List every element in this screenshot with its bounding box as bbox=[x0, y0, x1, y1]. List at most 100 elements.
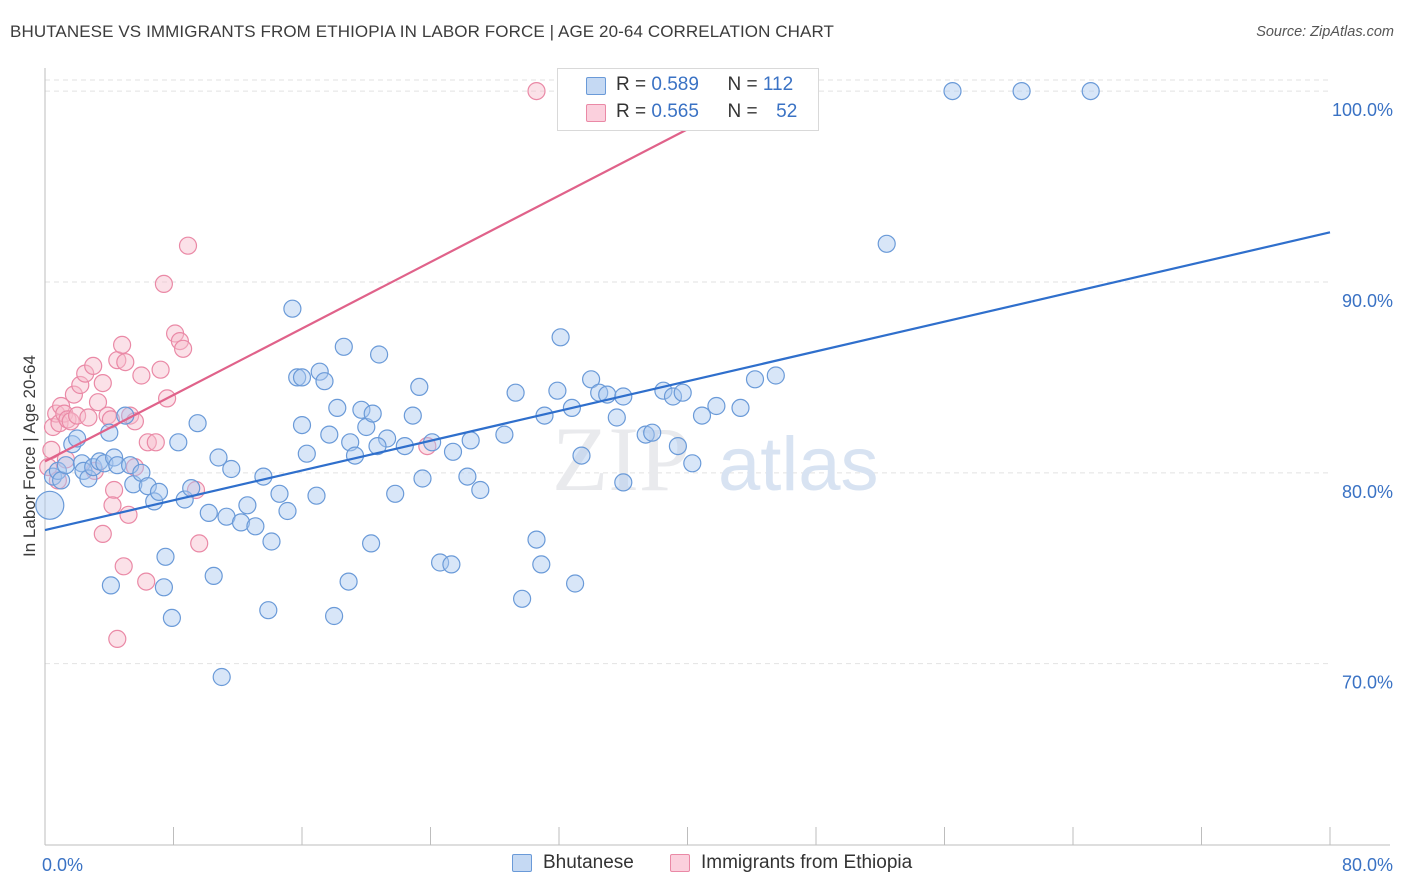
ethiopia-point bbox=[71, 375, 90, 395]
bhutanese-point bbox=[683, 454, 702, 473]
bhutanese-point bbox=[877, 234, 896, 253]
bhutanese-point bbox=[199, 503, 218, 523]
bhutanese-point bbox=[204, 566, 223, 586]
bhutanese-point bbox=[169, 433, 188, 452]
source-credit: Source: ZipAtlas.com bbox=[1256, 24, 1394, 40]
bhutanese-point bbox=[581, 370, 601, 389]
ethiopia-point bbox=[174, 339, 193, 358]
bhutanese-point bbox=[288, 368, 307, 387]
ethiopia-point bbox=[151, 360, 170, 379]
bottom-legend-swatch-bhutanese bbox=[512, 854, 532, 872]
y-tick-label-1: 80.0% bbox=[1342, 482, 1393, 502]
bhutanese-point bbox=[108, 456, 127, 475]
bhutanese-trend-line bbox=[44, 231, 1331, 532]
bhutanese-point bbox=[943, 81, 962, 101]
ethiopia-point bbox=[108, 629, 127, 649]
bhutanese-point bbox=[254, 467, 273, 486]
ethiopia-point bbox=[114, 557, 133, 576]
y-tick-label-2: 90.0% bbox=[1342, 291, 1393, 311]
bhutanese-point bbox=[431, 553, 450, 572]
bhutanese-point bbox=[56, 456, 76, 475]
bottom-legend-swatch-ethiopia bbox=[670, 854, 690, 872]
ethiopia-point bbox=[64, 385, 84, 404]
r-value-ethiopia: 0.565 bbox=[651, 101, 699, 122]
bhutanese-point bbox=[532, 555, 551, 574]
x-tick-label-1: 80.0% bbox=[1342, 855, 1393, 875]
bhutanese-point bbox=[222, 459, 241, 479]
bhutanese-point bbox=[363, 404, 382, 423]
bhutanese-point bbox=[668, 437, 688, 456]
bhutanese-point bbox=[607, 408, 626, 427]
bhutanese-point bbox=[572, 446, 591, 465]
bhutanese-point bbox=[362, 534, 381, 553]
n-label: N = bbox=[727, 101, 758, 122]
bhutanese-point bbox=[100, 423, 119, 442]
bhutanese-point bbox=[461, 431, 480, 450]
bhutanese-point bbox=[352, 400, 371, 419]
bhutanese-point bbox=[495, 425, 514, 444]
bhutanese-point bbox=[162, 608, 181, 628]
bhutanese-point bbox=[101, 576, 121, 595]
bhutanese-point bbox=[673, 383, 692, 402]
bhutanese-point bbox=[745, 370, 765, 389]
bhutanese-point bbox=[262, 532, 281, 551]
y-axis-label: In Labor Force | Age 20-64 bbox=[20, 355, 39, 557]
y-tick-label-3: 100.0% bbox=[1332, 100, 1393, 120]
ethiopia-point bbox=[116, 353, 135, 372]
bhutanese-point bbox=[345, 446, 365, 465]
bhutanese-point bbox=[731, 398, 750, 417]
bhutanese-point bbox=[72, 454, 92, 473]
bhutanese-point bbox=[548, 381, 567, 400]
ethiopia-point bbox=[79, 408, 98, 427]
bhutanese-point bbox=[471, 480, 490, 500]
ethiopia-point bbox=[93, 524, 112, 544]
ethiopia-point bbox=[103, 496, 122, 515]
n-value-bhutanese: 112 bbox=[762, 74, 794, 95]
n-label: N = bbox=[727, 74, 758, 95]
bhutanese-point bbox=[458, 467, 477, 486]
bhutanese-point bbox=[156, 547, 175, 566]
bhutanese-point bbox=[35, 490, 65, 520]
r-label: R = bbox=[616, 101, 647, 122]
bhutanese-point bbox=[334, 337, 353, 356]
bhutanese-point bbox=[565, 574, 585, 593]
bhutanese-point bbox=[149, 482, 169, 501]
ethiopia-point bbox=[93, 374, 112, 393]
bhutanese-point bbox=[1081, 81, 1100, 101]
axes bbox=[44, 68, 1390, 846]
ethiopia-point bbox=[67, 406, 87, 425]
bhutanese-point bbox=[320, 425, 339, 444]
chart-title: BHUTANESE VS IMMIGRANTS FROM ETHIOPIA IN… bbox=[10, 22, 835, 41]
ethiopia-point bbox=[190, 534, 209, 553]
ethiopia-trend-line bbox=[44, 128, 689, 463]
bhutanese-point bbox=[527, 530, 546, 549]
bhutanese-point bbox=[278, 501, 297, 521]
bhutanese-point bbox=[307, 486, 326, 505]
ethiopia-point bbox=[527, 81, 546, 101]
ethiopia-point bbox=[137, 572, 156, 591]
bhutanese-point bbox=[506, 383, 525, 402]
bhutanese-point bbox=[154, 578, 173, 597]
bhutanese-point bbox=[378, 429, 397, 448]
stats-legend: R = 0.589 N = 112 R = 0.565 N = 52 bbox=[557, 68, 819, 131]
bhutanese-point bbox=[51, 471, 71, 490]
ethiopia-point bbox=[132, 366, 151, 385]
y-tick-label-0: 70.0% bbox=[1342, 673, 1393, 693]
ethiopia-point bbox=[58, 410, 77, 429]
bhutanese-point bbox=[663, 387, 683, 406]
bhutanese-point bbox=[310, 362, 329, 381]
bhutanese-point bbox=[339, 572, 358, 591]
bhutanese-point bbox=[442, 555, 461, 574]
bhutanese-point bbox=[636, 425, 655, 444]
ethiopia-point bbox=[84, 356, 103, 375]
bhutanese-point bbox=[325, 606, 344, 626]
bhutanese-point bbox=[292, 368, 312, 387]
bhutanese-point bbox=[386, 484, 405, 503]
r-value-bhutanese: 0.589 bbox=[651, 74, 699, 95]
bhutanese-point bbox=[79, 469, 98, 488]
bhutanese-point bbox=[443, 442, 463, 461]
legend-row-bhutanese: R = 0.589 N = 112 bbox=[580, 74, 793, 98]
trend-lines bbox=[44, 128, 1331, 532]
bhutanese-point bbox=[368, 437, 387, 456]
